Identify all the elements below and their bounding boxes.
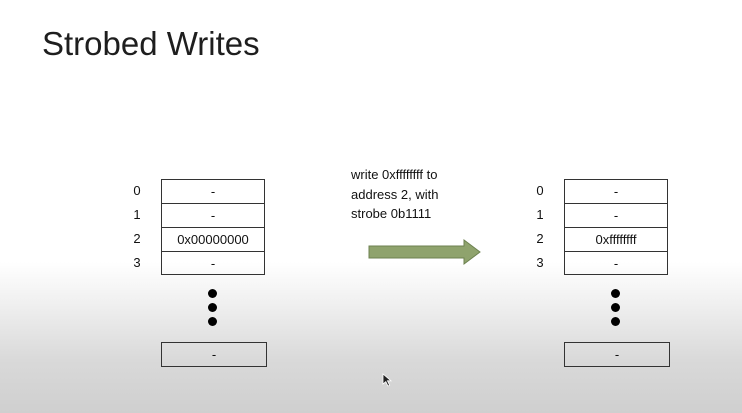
memory-row: 1 -: [523, 203, 673, 227]
address-label: 0: [133, 183, 141, 198]
memory-cell: -: [161, 179, 265, 203]
address-label: 2: [133, 231, 141, 246]
memory-cell-last: -: [564, 342, 670, 367]
address-label: 3: [536, 255, 544, 270]
memory-cell: 0xffffffff: [564, 227, 668, 251]
write-operation-caption: write 0xffffffff to address 2, with stro…: [351, 165, 491, 224]
vertical-ellipsis-icon: [208, 289, 218, 329]
memory-cell: -: [564, 179, 668, 203]
memory-row: 3 -: [523, 251, 673, 275]
caption-line: address 2, with: [351, 186, 439, 202]
memory-row: 2 0xffffffff: [523, 227, 673, 251]
memory-cell: -: [564, 203, 668, 227]
memory-before: 0 - 1 - 2 0x00000000 3 - -: [120, 179, 270, 369]
memory-row: 1 -: [120, 203, 270, 227]
vertical-ellipsis-icon: [611, 289, 621, 329]
memory-cell: 0x00000000: [161, 227, 265, 251]
memory-after-rows: 0 - 1 - 2 0xffffffff 3 -: [523, 179, 673, 275]
address-label: 0: [536, 183, 544, 198]
memory-row: 0 -: [523, 179, 673, 203]
slide-title: Strobed Writes: [42, 25, 260, 62]
memory-cell: -: [564, 251, 668, 275]
memory-cell: -: [161, 203, 265, 227]
memory-after: 0 - 1 - 2 0xffffffff 3 - -: [523, 179, 673, 369]
address-label: 1: [133, 207, 141, 222]
address-label: 3: [133, 255, 141, 270]
address-label: 1: [536, 207, 544, 222]
caption-line: strobe 0b1111: [351, 206, 432, 221]
caption-line: write 0xffffffff to: [351, 167, 438, 182]
memory-row: 2 0x00000000: [120, 227, 270, 251]
memory-row: 0 -: [120, 179, 270, 203]
right-arrow-icon: [368, 239, 481, 265]
memory-row: 3 -: [120, 251, 270, 275]
mouse-cursor-icon: [382, 373, 393, 387]
address-label: 2: [536, 231, 544, 246]
memory-before-rows: 0 - 1 - 2 0x00000000 3 -: [120, 179, 270, 275]
memory-cell: -: [161, 251, 265, 275]
memory-cell-last: -: [161, 342, 267, 367]
